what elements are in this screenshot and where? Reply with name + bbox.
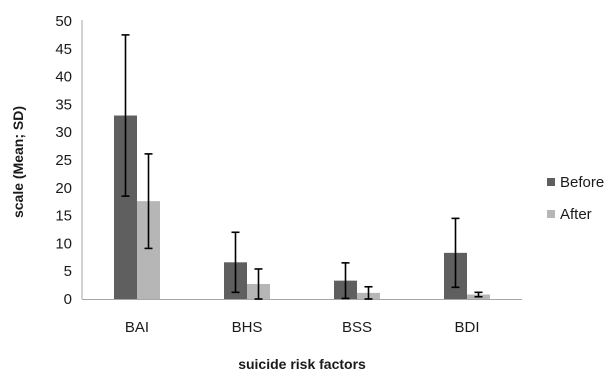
y-tick-label: 25 [55,152,72,169]
x-axis-categories: BAI BHS BSS BDI [125,319,480,336]
error-bar-after-bdi [474,291,483,298]
x-axis-title: suicide risk factors [238,356,366,372]
legend: Before After [547,174,604,223]
x-tick-label-bhs: BHS [232,319,263,336]
y-tick-label: 45 [55,41,72,58]
bar-after-bai [137,201,160,299]
x-tick-label-bai: BAI [125,319,149,336]
error-bars [121,34,483,300]
y-axis-title: scale (Mean; SD) [10,106,26,218]
legend-label-before: Before [560,174,604,191]
error-bar-after-bss [364,285,373,300]
y-tick-label: 30 [55,124,72,141]
y-tick-label: 50 [55,13,72,30]
bar-before-bai [114,115,137,300]
legend-swatch-after [547,210,555,218]
y-tick-label: 35 [55,96,72,113]
error-bar-before-bhs [231,231,240,294]
error-bar-after-bai [144,153,153,250]
y-tick-label: 5 [64,263,72,280]
legend-swatch-before [547,178,555,186]
y-tick-label: 0 [64,291,72,308]
error-bar-before-bai [121,34,130,197]
y-axis-ticks: 0 5 10 15 20 25 30 35 40 45 50 [55,13,72,308]
bars [114,115,490,300]
y-tick-label: 10 [55,235,72,252]
y-tick-label: 15 [55,208,72,225]
error-bar-before-bdi [451,217,460,289]
legend-label-after: After [560,206,592,223]
error-bar-before-bss [341,262,350,300]
x-tick-label-bss: BSS [342,319,372,336]
y-tick-label: 20 [55,180,72,197]
error-bar-after-bhs [254,268,263,300]
y-tick-label: 40 [55,69,72,86]
x-tick-label-bdi: BDI [454,319,479,336]
